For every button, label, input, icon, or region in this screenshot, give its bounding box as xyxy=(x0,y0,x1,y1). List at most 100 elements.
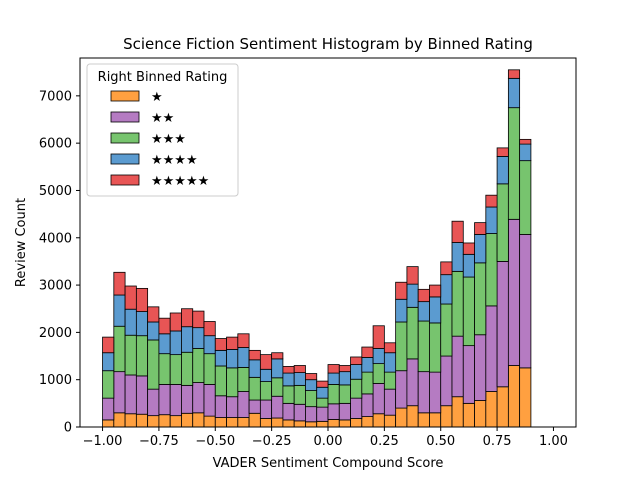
bar-series3-bin26 xyxy=(383,371,397,390)
bar-series2-bin12 xyxy=(226,396,239,418)
y-tick-label: 4000 xyxy=(39,231,72,246)
bar-series4-bin25 xyxy=(372,348,385,365)
y-axis-ticks: 0 1000 2000 3000 4000 5000 6000 7000 xyxy=(39,89,80,436)
bars-group xyxy=(102,69,532,428)
bar-series1-bin16 xyxy=(271,417,284,428)
bar-series3-bin7 xyxy=(169,354,182,385)
bar-series4-bin32 xyxy=(451,242,464,272)
legend-label: ★ xyxy=(151,90,163,105)
bar-series3-bin33 xyxy=(462,276,475,347)
bar-series4-bin33 xyxy=(462,253,475,278)
bar-series3-bin28 xyxy=(406,306,419,360)
bar-series3-bin5 xyxy=(147,339,160,390)
bar-series2-bin9 xyxy=(192,382,205,414)
bar-series1-bin4 xyxy=(135,413,149,428)
bar-series2-bin17 xyxy=(282,402,295,421)
bar-series1-bin10 xyxy=(203,415,216,428)
bar-series3-bin13 xyxy=(237,366,250,392)
bar-series2-bin29 xyxy=(417,371,430,414)
bar-series5-bin35 xyxy=(485,194,498,208)
bar-series4-bin24 xyxy=(361,357,374,373)
bar-series2-bin22 xyxy=(338,402,351,421)
bar-series1-bin8 xyxy=(181,412,194,428)
bar-series5-bin25 xyxy=(372,325,385,349)
bar-series2-bin8 xyxy=(181,384,194,414)
bar-series4-bin30 xyxy=(429,296,442,324)
bar-series2-bin3 xyxy=(124,374,137,415)
bar-series2-bin20 xyxy=(316,406,329,422)
x-axis-label: VADER Sentiment Compound Score xyxy=(213,456,444,471)
bar-series1-bin20 xyxy=(316,420,329,428)
bar-series5-bin17 xyxy=(282,366,295,374)
bar-series2-bin5 xyxy=(147,388,160,417)
bar-series2-bin34 xyxy=(474,334,487,401)
bar-series1-bin21 xyxy=(327,419,340,428)
bar-series1-bin15 xyxy=(259,418,273,428)
bar-series3-bin12 xyxy=(226,367,239,398)
bar-series5-bin7 xyxy=(169,312,182,332)
bar-series5-bin19 xyxy=(305,373,318,381)
bar-series2-bin18 xyxy=(293,403,306,422)
bar-series4-bin35 xyxy=(485,206,498,234)
legend-label: ★★★★★ xyxy=(151,174,209,189)
y-tick-label: 3000 xyxy=(39,279,72,294)
bar-series2-bin14 xyxy=(248,399,261,414)
legend-swatch xyxy=(110,132,140,144)
bar-series1-bin32 xyxy=(451,396,464,428)
bar-series5-bin1 xyxy=(102,336,115,354)
bar-series4-bin31 xyxy=(440,274,453,305)
y-tick-label: 1000 xyxy=(39,373,72,388)
bar-series2-bin4 xyxy=(135,375,149,415)
bar-series2-bin30 xyxy=(429,371,442,414)
y-tick-label: 6000 xyxy=(39,137,72,152)
bar-series1-bin13 xyxy=(237,417,250,428)
bar-series4-bin26 xyxy=(383,352,397,373)
bar-series5-bin15 xyxy=(259,354,273,370)
bar-series5-bin10 xyxy=(203,321,216,337)
bar-series5-bin30 xyxy=(429,284,442,298)
bar-series2-bin32 xyxy=(451,335,464,398)
x-tick-label: 0.00 xyxy=(314,434,343,449)
bar-series3-bin14 xyxy=(248,376,261,401)
bar-series2-bin36 xyxy=(496,261,509,388)
bar-series4-bin20 xyxy=(316,386,329,399)
bar-series4-bin29 xyxy=(417,301,430,322)
bar-series4-bin2 xyxy=(113,294,126,327)
bar-series5-bin29 xyxy=(417,288,430,303)
bar-series4-bin16 xyxy=(271,358,284,379)
bar-series1-bin34 xyxy=(474,400,487,428)
bar-series5-bin27 xyxy=(395,281,408,300)
bar-series5-bin37 xyxy=(507,69,521,79)
bar-series5-bin8 xyxy=(181,308,194,328)
bar-series2-bin2 xyxy=(113,371,126,414)
chart-title: Science Fiction Sentiment Histogram by B… xyxy=(123,35,533,53)
bar-series3-bin8 xyxy=(181,351,194,386)
bar-series3-bin6 xyxy=(158,353,171,385)
bar-series4-bin28 xyxy=(406,283,419,308)
bar-series4-bin5 xyxy=(147,321,160,341)
bar-series3-bin24 xyxy=(361,371,374,395)
bar-series1-bin2 xyxy=(113,412,126,428)
bar-series3-bin36 xyxy=(496,183,509,262)
bar-series5-bin24 xyxy=(361,346,374,358)
bar-series4-bin34 xyxy=(474,234,487,264)
bar-series1-bin24 xyxy=(361,416,374,428)
bar-series4-bin37 xyxy=(507,77,521,109)
bar-series1-bin3 xyxy=(124,413,137,428)
bar-series4-bin9 xyxy=(192,327,205,349)
bar-series2-bin28 xyxy=(406,358,419,407)
bar-series2-bin16 xyxy=(271,395,284,419)
bar-series3-bin1 xyxy=(102,370,115,399)
bar-series2-bin19 xyxy=(305,406,318,423)
bar-series4-bin36 xyxy=(496,155,509,185)
bar-series4-bin12 xyxy=(226,349,239,369)
bar-series5-bin23 xyxy=(350,356,363,365)
bar-series5-bin36 xyxy=(496,147,509,157)
bar-series2-bin38 xyxy=(519,234,532,369)
bar-series5-bin12 xyxy=(226,336,239,350)
bar-series1-bin31 xyxy=(440,405,453,428)
bar-series1-bin27 xyxy=(395,407,408,428)
bar-series4-bin27 xyxy=(395,298,408,323)
bar-series2-bin26 xyxy=(383,388,397,416)
x-tick-label: 0.25 xyxy=(370,434,399,449)
